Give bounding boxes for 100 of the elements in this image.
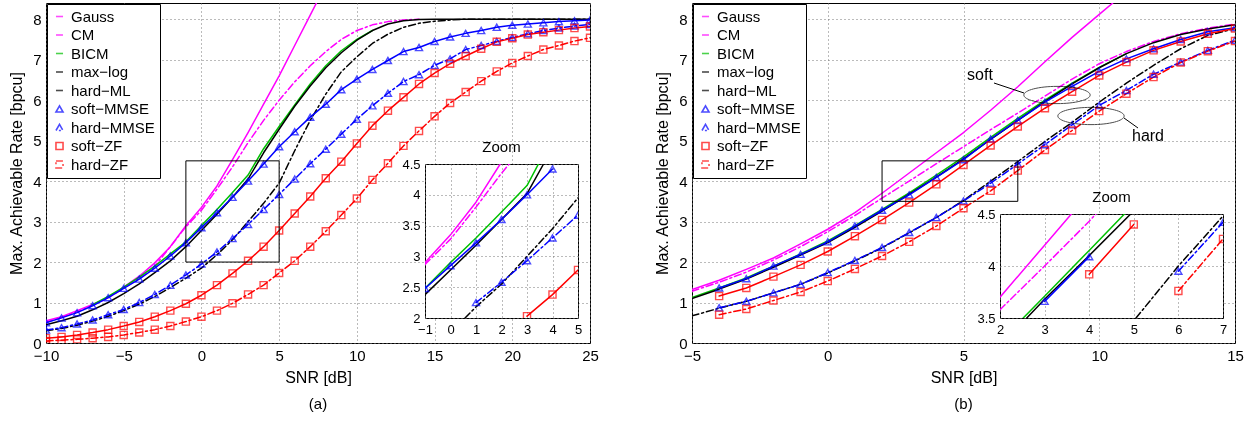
point <box>228 234 237 243</box>
point <box>119 284 128 293</box>
y-tick-label: 3.5 <box>977 310 996 326</box>
point <box>228 299 237 308</box>
x-tick-label: 6 <box>1175 321 1183 337</box>
point <box>103 293 113 302</box>
y-tick-label: 2 <box>413 310 421 326</box>
point <box>119 321 128 331</box>
point <box>742 283 751 293</box>
x-tick-label: 10 <box>349 346 366 364</box>
point <box>471 298 481 307</box>
point <box>476 26 486 35</box>
point <box>383 56 393 65</box>
point <box>166 252 175 260</box>
point <box>554 41 564 50</box>
point <box>430 68 439 78</box>
point <box>904 228 914 237</box>
point <box>492 23 501 32</box>
point <box>497 278 506 287</box>
point <box>72 308 82 317</box>
point <box>1122 89 1131 98</box>
point <box>492 67 501 76</box>
point <box>1084 270 1094 279</box>
x-tick-label: 5 <box>275 346 284 364</box>
y-tick-label: 4.5 <box>977 206 996 222</box>
point <box>72 320 82 328</box>
point <box>1122 55 1131 63</box>
point <box>181 271 191 279</box>
point <box>714 304 724 312</box>
x-tick-label: 0 <box>824 346 833 364</box>
point <box>430 61 439 70</box>
point <box>796 287 805 297</box>
y-tick-label: 7 <box>33 51 42 69</box>
point <box>399 77 408 86</box>
x-tick-label: 1 <box>472 321 481 337</box>
point <box>904 198 914 207</box>
point <box>274 226 284 235</box>
point <box>212 280 222 290</box>
point <box>570 36 579 46</box>
point <box>212 248 222 256</box>
point <box>274 142 284 151</box>
point <box>877 215 887 225</box>
legend-label: hard−MMSE <box>717 118 801 136</box>
y-tick-label: 5 <box>679 132 688 150</box>
point <box>959 203 968 213</box>
point <box>57 323 66 332</box>
y-tick-label: 4 <box>679 172 688 190</box>
point <box>399 93 408 102</box>
x-tick-label: 3 <box>1041 321 1049 337</box>
point <box>823 276 832 286</box>
legend-label: hard−ML <box>717 81 777 99</box>
chart-title: Zoom <box>482 138 521 155</box>
legend-label: hard−ML <box>71 81 131 99</box>
legend-label: CM <box>71 26 95 43</box>
point <box>399 47 408 56</box>
point <box>904 191 914 199</box>
point <box>548 165 557 173</box>
point <box>321 145 331 153</box>
point <box>383 89 393 98</box>
point <box>259 160 268 168</box>
x-axis-title: SNR [dB] <box>285 368 352 386</box>
point <box>986 186 995 196</box>
point <box>274 268 284 278</box>
point <box>904 237 914 247</box>
point <box>337 210 346 220</box>
legend-label: soft−MMSE <box>717 100 795 117</box>
legend-label: hard−ZF <box>717 155 775 173</box>
point <box>445 33 455 41</box>
point <box>352 75 362 83</box>
annotation: hard <box>1131 127 1165 144</box>
x-tick-label: 0 <box>197 346 207 364</box>
point <box>1040 140 1050 149</box>
x-tick-label: 15 <box>1227 346 1244 364</box>
point <box>850 222 860 230</box>
y-tick-label: 3.5 <box>402 218 421 234</box>
point <box>414 70 424 79</box>
point <box>446 261 455 270</box>
point <box>88 302 97 310</box>
point <box>769 296 778 305</box>
x-tick-label: 15 <box>426 346 444 364</box>
point <box>368 121 377 130</box>
point <box>290 127 299 136</box>
point <box>259 205 268 214</box>
point <box>181 299 191 308</box>
point <box>769 262 778 270</box>
y-tick-label: 2 <box>33 253 42 271</box>
point <box>523 20 533 28</box>
point <box>166 321 175 331</box>
legend-label: BICM <box>71 44 109 62</box>
point <box>823 247 832 256</box>
point <box>959 160 968 170</box>
y-tick-label: 3 <box>33 213 42 231</box>
x-tick-label: 20 <box>504 346 522 364</box>
point <box>290 175 299 183</box>
point <box>135 275 144 283</box>
point <box>305 113 315 121</box>
point <box>57 314 66 322</box>
y-axis-title: Max. Achievable Rate [bpcu] <box>654 72 672 275</box>
y-tick-label: 0 <box>679 334 688 352</box>
point <box>714 284 724 292</box>
